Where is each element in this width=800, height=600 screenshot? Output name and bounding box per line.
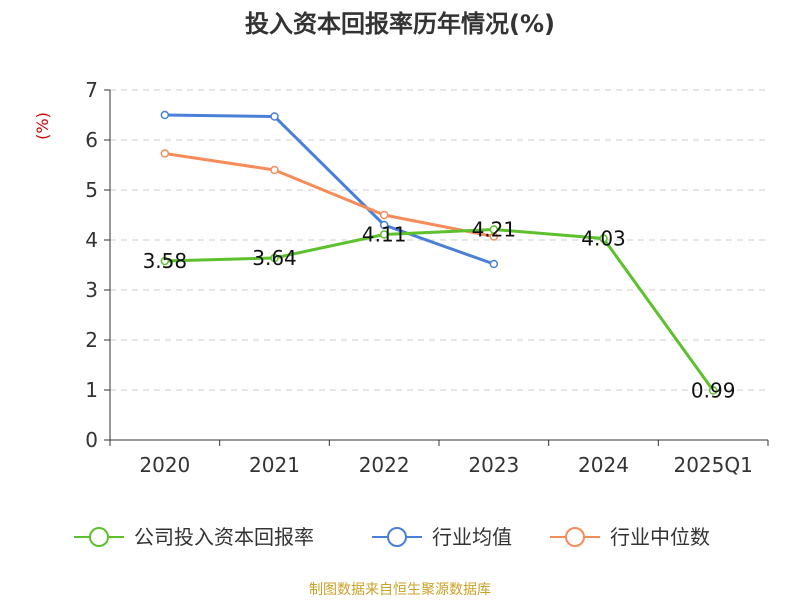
y-tick-label: 7 <box>85 78 98 102</box>
data-label: 3.58 <box>143 249 188 273</box>
legend-item-1[interactable]: 行业均值 <box>372 525 512 549</box>
x-tick-label: 2021 <box>249 453 300 477</box>
chart-title: 投入资本回报率历年情况(%) <box>245 10 555 38</box>
legend-label: 公司投入资本回报率 <box>134 525 314 549</box>
legend-label: 行业均值 <box>432 525 512 549</box>
series-2-point <box>270 165 279 175</box>
series-0-point <box>270 253 279 263</box>
y-tick-label: 1 <box>85 378 98 402</box>
y-tick-label: 2 <box>85 328 98 352</box>
series-0-point <box>489 225 499 234</box>
y-tick-label: 6 <box>85 128 98 152</box>
x-tick-label: 2025Q1 <box>673 453 752 477</box>
series-1-line <box>163 113 496 266</box>
source-note: 制图数据来自恒生聚源数据库 <box>309 582 491 598</box>
y-tick-label: 4 <box>85 228 98 252</box>
x-tick-label: 2023 <box>468 453 519 477</box>
y-tick-label: 5 <box>85 178 98 202</box>
series-0-point <box>379 230 389 239</box>
series-2-point <box>160 149 170 158</box>
series-1-point <box>489 259 499 269</box>
y-tick-label: 3 <box>85 278 98 302</box>
legend-label: 行业中位数 <box>610 525 710 549</box>
series-2-line <box>163 152 496 238</box>
legend-marker <box>387 527 407 547</box>
y-tick-label: 0 <box>85 428 98 452</box>
x-tick-label: 2022 <box>359 453 410 477</box>
legend-item-2[interactable]: 行业中位数 <box>550 525 710 549</box>
series-0-point <box>599 234 608 243</box>
data-label: 3.64 <box>252 246 297 270</box>
data-label: 0.99 <box>691 379 736 403</box>
legend: 公司投入资本回报率 行业均值 行业中位数 <box>74 525 710 549</box>
series-0-point <box>160 256 170 266</box>
series-2-point <box>379 210 389 220</box>
legend-marker <box>89 527 109 547</box>
data-label: 4.21 <box>472 218 517 242</box>
legend-item-0[interactable]: 公司投入资本回报率 <box>74 525 314 549</box>
data-label: 4.11 <box>362 223 407 247</box>
data-label: 4.03 <box>581 227 626 251</box>
series-0-line <box>163 228 715 392</box>
axes: 0 1 2 3 4 5 6 7 2020 2021 2022 2023 2024 2025Q1 <box>85 78 769 477</box>
legend-marker <box>565 527 585 547</box>
x-tick-label: 2024 <box>578 453 629 477</box>
series-1-point <box>270 112 279 121</box>
x-tick-label: 2020 <box>139 453 190 477</box>
series-1-point <box>379 220 389 230</box>
grid-lines <box>110 89 768 391</box>
series-0-point <box>708 386 718 395</box>
series-lines <box>163 113 715 392</box>
series-1-point <box>160 110 170 120</box>
series-points <box>160 110 718 395</box>
y-axis-label: (%) <box>33 112 52 140</box>
data-labels: 3.58 3.64 4.11 4.21 4.03 0.99 <box>143 218 736 403</box>
